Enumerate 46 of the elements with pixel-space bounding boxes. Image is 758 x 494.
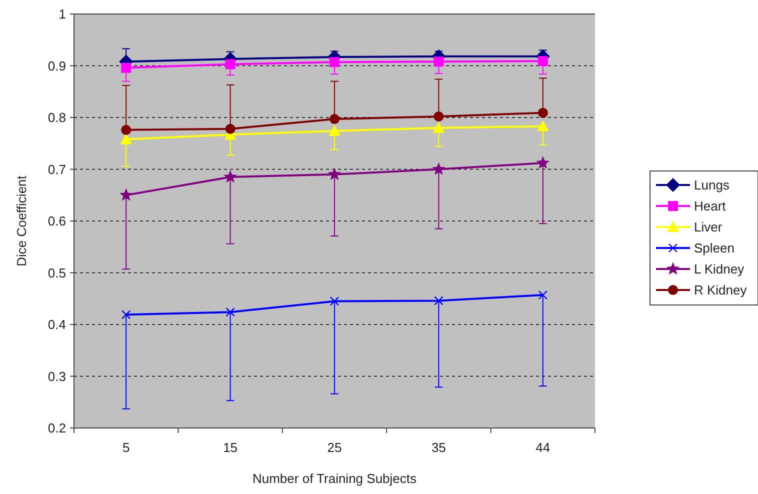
y-tick-label: 0.5 — [48, 265, 66, 280]
legend-label: L Kidney — [694, 262, 745, 277]
y-tick-label: 0.9 — [48, 58, 66, 74]
point — [432, 122, 445, 133]
point — [120, 133, 132, 144]
y-tick-label: 0.2 — [48, 420, 66, 436]
point — [328, 124, 340, 136]
point — [121, 124, 132, 135]
x-tick-label: 5 — [122, 440, 130, 455]
point — [226, 307, 235, 317]
point — [434, 296, 444, 306]
point — [119, 188, 133, 201]
legend-label: Heart — [694, 198, 726, 214]
point — [432, 162, 446, 175]
legend-label: R Kidney — [694, 282, 748, 298]
y-tick-label: 0.8 — [48, 110, 66, 126]
point — [122, 310, 131, 320]
point — [434, 111, 444, 122]
point — [538, 290, 548, 300]
point — [538, 56, 548, 66]
point — [330, 57, 340, 68]
point — [121, 62, 132, 73]
point — [330, 296, 340, 306]
point — [538, 108, 548, 118]
x-axis-title: Number of Training Subjects — [252, 471, 418, 486]
point — [330, 114, 340, 124]
y-tick-label: 0.6 — [48, 214, 66, 229]
x-tick-label: 15 — [223, 440, 238, 455]
point — [224, 170, 237, 183]
y-axis-title: Dice Coefficient — [14, 175, 29, 266]
x-tick-label: 25 — [327, 440, 342, 455]
legend-label: Liver — [694, 220, 723, 235]
legend-label: Lungs — [694, 178, 730, 193]
point — [434, 56, 444, 67]
x-tick-label: 44 — [536, 440, 550, 455]
y-tick-label: 0.7 — [48, 162, 66, 177]
point — [536, 120, 549, 132]
y-tick-label: 0.4 — [48, 317, 66, 332]
legend-label: Spleen — [694, 240, 734, 256]
point — [225, 59, 236, 70]
point — [536, 156, 550, 169]
point — [225, 124, 236, 134]
point — [328, 167, 342, 180]
y-tick-label: 1 — [58, 6, 66, 22]
x-tick-label: 35 — [431, 440, 446, 455]
y-tick-label: 0.3 — [48, 368, 66, 384]
